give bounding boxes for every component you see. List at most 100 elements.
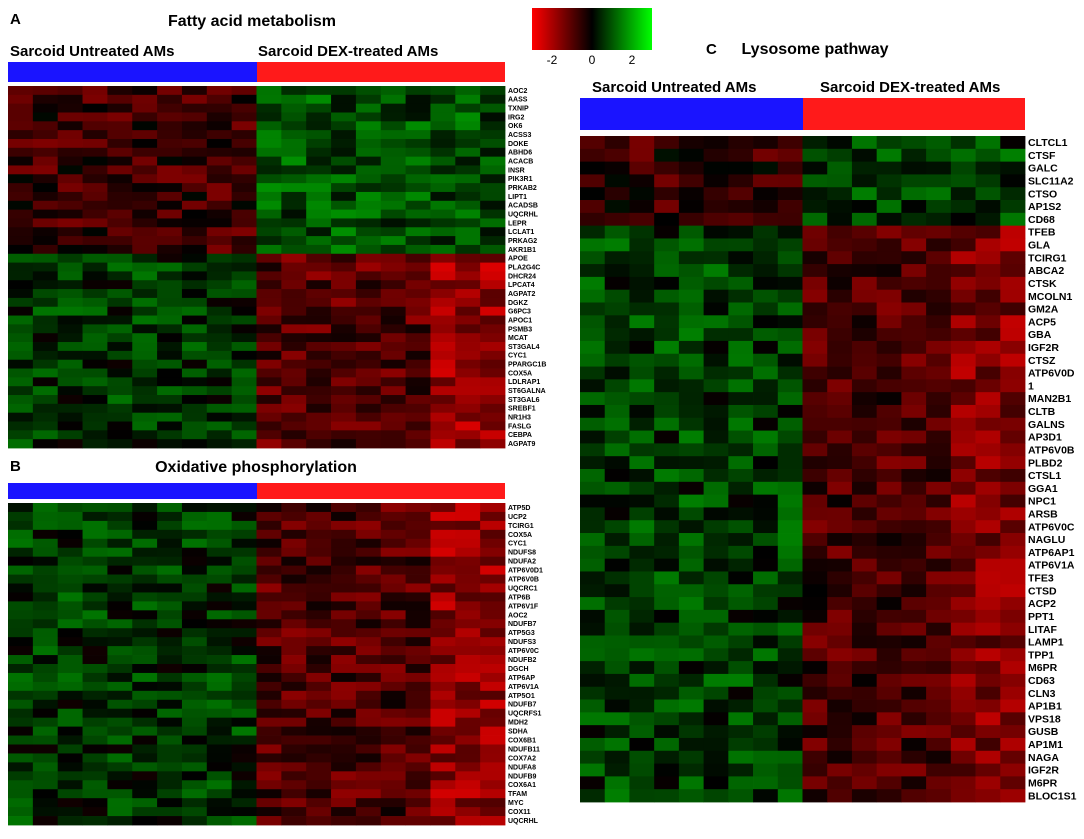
heatmap-cell <box>405 789 431 799</box>
heatmap-cell <box>975 200 1001 214</box>
gene-label: IGF2R <box>1028 342 1059 354</box>
heatmap-cell <box>8 359 34 369</box>
heatmap-cell <box>8 236 34 246</box>
heatmap-cell <box>455 726 481 736</box>
heatmap-cell <box>1000 161 1026 175</box>
heatmap-cell <box>753 225 779 239</box>
heatmap-cell <box>430 699 456 710</box>
heatmap-cell <box>256 183 282 193</box>
gene-label: CYC1 <box>508 353 527 360</box>
heatmap-cell <box>876 417 902 431</box>
heatmap-cell <box>604 661 630 675</box>
heatmap-cell <box>480 708 506 719</box>
heatmap-cell <box>777 302 803 316</box>
heatmap-cell <box>926 469 952 483</box>
heatmap-cell <box>629 443 655 457</box>
heatmap-cell <box>604 161 630 175</box>
heatmap-cell <box>654 443 680 457</box>
heatmap-cell <box>430 421 456 431</box>
heatmap-cell <box>256 753 282 763</box>
heatmap-cell <box>306 672 332 683</box>
heatmap-cell <box>851 430 878 444</box>
heatmap-cell <box>331 601 357 611</box>
heatmap-cell <box>181 789 208 799</box>
heatmap-cell <box>107 262 133 272</box>
heatmap-cell <box>57 726 83 736</box>
heatmap-cell <box>57 753 83 763</box>
heatmap-cell <box>654 379 680 393</box>
heatmap-cell <box>703 789 729 803</box>
heatmap-cell <box>256 547 282 558</box>
heatmap-cell <box>231 771 257 781</box>
panel-a: A Fatty acid metabolism Sarcoid Untreate… <box>8 11 546 449</box>
heatmap-cell <box>8 646 34 656</box>
heatmap-cell <box>157 306 183 316</box>
heatmap-cell <box>281 86 307 96</box>
heatmap-cell <box>975 315 1001 329</box>
heatmap-cell <box>604 417 630 431</box>
heatmap-cell <box>876 725 902 739</box>
heatmap-cell <box>32 94 59 105</box>
heatmap-cell <box>678 609 705 624</box>
heatmap-cell <box>8 103 34 113</box>
heatmap-cell <box>703 251 729 265</box>
heatmap-cell <box>107 816 133 826</box>
heatmap-cell <box>926 712 952 726</box>
heatmap-cell <box>181 753 208 763</box>
heatmap-cell <box>181 520 208 531</box>
heatmap-cell <box>480 262 506 272</box>
heatmap-cell <box>331 610 357 620</box>
heatmap-cell <box>380 350 406 361</box>
heatmap-cell <box>306 520 332 531</box>
heatmap-cell <box>405 359 431 369</box>
heatmap-cell <box>901 456 927 470</box>
heatmap-cell <box>430 717 456 728</box>
heatmap-cell <box>181 218 208 228</box>
heatmap-cell <box>355 306 382 316</box>
heatmap-cell <box>629 238 655 252</box>
heatmap-cell <box>604 494 630 508</box>
heatmap-cell <box>157 350 183 361</box>
heatmap-cell <box>975 494 1001 508</box>
heatmap-cell <box>405 574 431 584</box>
heatmap-cell <box>629 699 655 713</box>
heatmap-cell <box>32 744 59 754</box>
heatmap-cell <box>629 456 655 470</box>
heatmap-cell <box>802 481 828 496</box>
heatmap-cell <box>107 236 133 246</box>
heatmap-cell <box>580 366 606 380</box>
heatmap-cell <box>331 271 357 281</box>
heatmap-cell <box>703 200 729 214</box>
heatmap-cell <box>231 789 257 799</box>
heatmap-cell <box>405 592 431 602</box>
heatmap-cell <box>380 315 406 325</box>
heatmap-cell <box>132 138 158 149</box>
heatmap-cell <box>256 565 282 575</box>
heatmap-cell <box>753 417 779 431</box>
heatmap-cell <box>157 377 183 387</box>
heatmap-cell <box>851 315 878 329</box>
gene-label: GUSB <box>1028 726 1059 738</box>
heatmap-cell <box>132 227 158 237</box>
heatmap-cell <box>32 583 59 593</box>
heatmap-cell <box>430 253 456 263</box>
heatmap-cell <box>629 404 655 419</box>
heatmap-cell <box>8 574 34 584</box>
heatmap-cell <box>331 681 357 692</box>
heatmap-cell <box>331 726 357 736</box>
heatmap-cell <box>281 735 307 745</box>
heatmap-cell <box>107 789 133 799</box>
heatmap-cell <box>231 726 257 736</box>
heatmap-cell <box>975 648 1001 662</box>
heatmap-cell <box>975 520 1001 534</box>
heatmap-cell <box>380 297 406 308</box>
heatmap-cell <box>728 404 754 419</box>
heatmap-cell <box>181 601 208 611</box>
heatmap-cell <box>703 340 729 355</box>
heatmap-cell <box>281 103 307 113</box>
heatmap-cell <box>430 262 456 272</box>
heatmap-cell <box>355 655 382 665</box>
heatmap-cell <box>827 353 853 367</box>
heatmap-cell <box>802 174 828 188</box>
heatmap-cell <box>82 262 108 272</box>
